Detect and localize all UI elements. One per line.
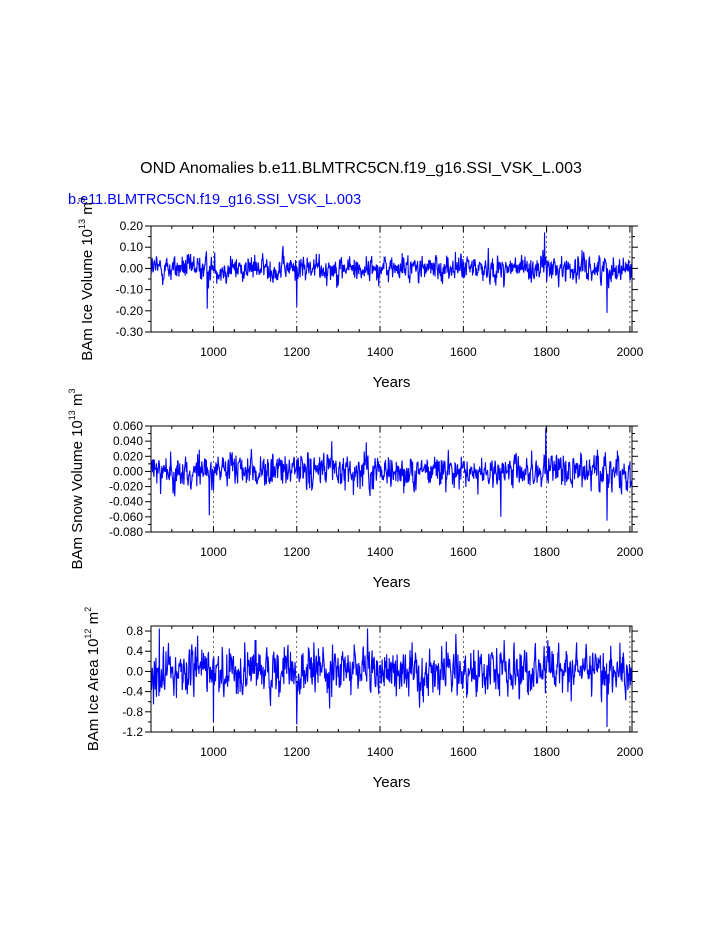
x-tick-label: 1200 — [283, 745, 310, 759]
x-tick-label: 1200 — [283, 545, 310, 559]
plot-frame — [150, 225, 633, 333]
y-tick-label: -0.8 — [122, 705, 143, 719]
y-tick-label: -0.30 — [116, 325, 144, 339]
x-tick-label: 1600 — [450, 745, 477, 759]
y-tick-label: -0.20 — [116, 304, 144, 318]
y-tick-label: -0.080 — [109, 525, 143, 539]
y-tick-label: 0.00 — [120, 261, 144, 275]
x-tick-label: 1800 — [533, 345, 560, 359]
x-axis-label: Years — [373, 374, 411, 391]
x-tick-label: 1600 — [450, 545, 477, 559]
x-tick-label: 2000 — [617, 345, 644, 359]
y-tick-label: 0.8 — [126, 624, 143, 638]
y-tick-label: -0.10 — [116, 283, 144, 297]
y-tick-label: 0.0 — [126, 664, 143, 678]
series-line — [151, 628, 632, 727]
y-tick-label: 0.040 — [113, 434, 143, 448]
x-tick-label: 1600 — [450, 345, 477, 359]
series-line — [151, 232, 632, 313]
y-tick-label: 0.020 — [113, 449, 143, 463]
y-tick-label: -0.020 — [109, 480, 143, 494]
figure-title: OND Anomalies b.e11.BLMTRC5CN.f19_g16.SS… — [140, 160, 582, 177]
y-tick-label: -0.060 — [109, 510, 143, 524]
panel-ice-volume: 1000 1200 1400 1600 1800 2000 -0.30 -0.20 -0.10 0… — [77, 197, 644, 391]
y-axis-label: BAm Snow Volume 1013 m3 — [67, 389, 86, 570]
x-axis-label: Years — [373, 574, 411, 591]
plot-frame — [150, 625, 633, 733]
panel-snow-volume: 1000 1200 1400 1600 1800 2000-0.080-0.060-0.0… — [67, 389, 644, 591]
panel-ice-area: 1000 1200 1400 1600 1800 2000 -1.2 -0.8 -0.4 0.0 0… — [83, 607, 644, 791]
x-tick-label: 1000 — [200, 345, 227, 359]
y-axis-label: BAm Ice Volume 1013 m3 — [77, 197, 96, 360]
figure-subtitle: b.e11.BLMTRC5CN.f19_g16.SSI_VSK_L.003 — [68, 192, 361, 208]
x-tick-label: 1400 — [367, 545, 394, 559]
x-tick-label: 1800 — [533, 545, 560, 559]
x-tick-label: 1000 — [200, 745, 227, 759]
y-axis-label: BAm Ice Area 1012 m2 — [83, 607, 102, 751]
y-tick-label: 0.10 — [120, 240, 144, 254]
y-tick-label: -0.040 — [109, 495, 143, 509]
x-tick-label: 2000 — [617, 745, 644, 759]
y-tick-label: 0.000 — [113, 464, 143, 478]
x-tick-label: 2000 — [617, 545, 644, 559]
x-axis-label: Years — [373, 774, 411, 791]
x-tick-label: 1400 — [367, 745, 394, 759]
y-tick-label: -0.4 — [122, 685, 143, 699]
y-tick-label: 0.060 — [113, 419, 143, 433]
series-line — [151, 427, 632, 521]
x-tick-label: 1000 — [200, 545, 227, 559]
y-tick-label: -1.2 — [122, 725, 143, 739]
x-tick-label: 1800 — [533, 745, 560, 759]
x-tick-label: 1200 — [283, 345, 310, 359]
x-tick-label: 1400 — [367, 345, 394, 359]
y-tick-label: 0.20 — [120, 219, 144, 233]
y-tick-label: 0.4 — [126, 644, 143, 658]
